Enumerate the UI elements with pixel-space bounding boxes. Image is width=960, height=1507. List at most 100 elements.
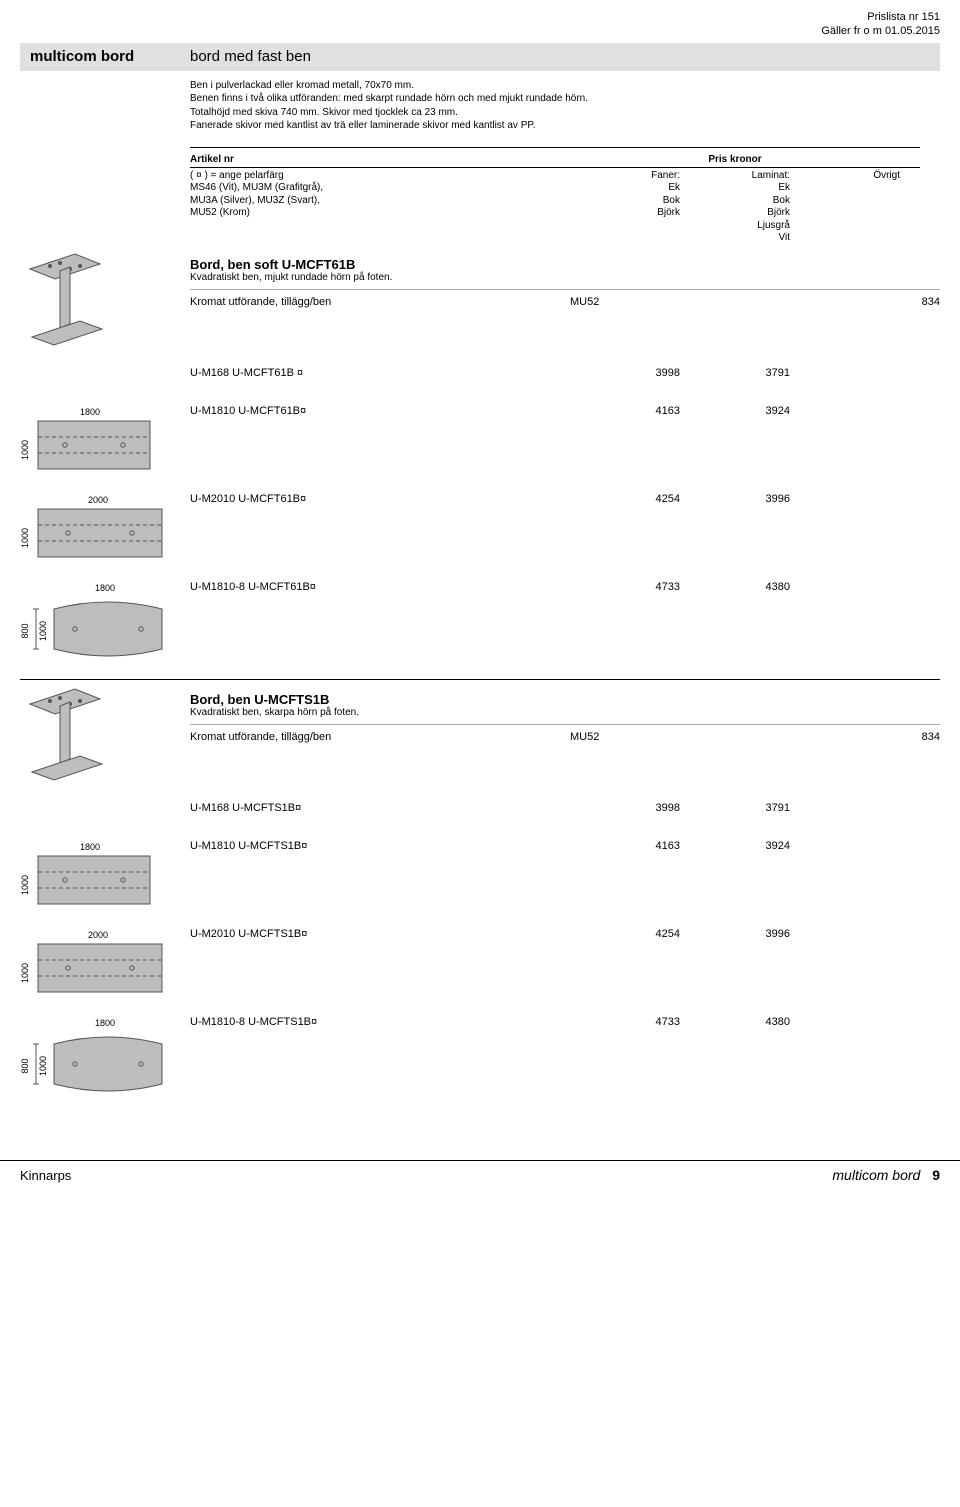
product-row: 1800 1000 U-M1810 U-MCFT61B¤ 4163 3924	[20, 405, 940, 475]
kromat-price: 834	[830, 296, 940, 308]
svg-text:1000: 1000	[38, 1056, 48, 1076]
faner-item: Bok	[570, 195, 680, 208]
laminat-item: Ek	[680, 182, 790, 195]
table-diagram-icon: 1800 800 1000	[20, 1016, 190, 1096]
price-laminat: 3791	[680, 367, 790, 379]
price-faner: 4254	[570, 493, 680, 505]
svg-text:2000: 2000	[88, 495, 108, 505]
product-row: U-M168 U-MCFTS1B¤ 3998 3791	[20, 802, 940, 822]
table-diagram-icon: 2000 1000	[20, 493, 190, 563]
price-faner: 4163	[570, 840, 680, 852]
footer-page: 9	[932, 1167, 940, 1183]
ovrigt-label: Övrigt	[790, 170, 900, 183]
price-faner: 4163	[570, 405, 680, 417]
svg-text:1000: 1000	[20, 440, 30, 460]
section2-title: Bord, ben U-MCFTS1B	[190, 692, 940, 707]
price-faner: 4733	[570, 1016, 680, 1028]
price-laminat: 3924	[680, 405, 790, 417]
header-meta: Prislista nr 151 Gäller fr o m 01.05.201…	[20, 10, 940, 39]
kromat-price: 834	[830, 731, 940, 743]
laminat-label: Laminat:	[680, 170, 790, 183]
price-laminat: 3996	[680, 928, 790, 940]
svg-text:1000: 1000	[20, 875, 30, 895]
svg-text:800: 800	[20, 1058, 30, 1073]
laminat-item: Ljusgrå	[680, 220, 790, 233]
section2-sub: Kvadratiskt ben, skarpa hörn på foten.	[190, 707, 940, 718]
price-faner: 3998	[570, 367, 680, 379]
price-laminat: 3924	[680, 840, 790, 852]
band-right: bord med fast ben	[190, 48, 311, 65]
faner-label: Faner:	[570, 170, 680, 183]
article-code: U-M1810-8 U-MCFT61B¤	[190, 581, 570, 593]
kromat-label: Kromat utförande, tillägg/ben	[190, 296, 570, 308]
description-block: Ben i pulverlackad eller kromad metall, …	[190, 71, 940, 147]
legend-row: ( ¤ ) = ange pelarfärg MS46 (Vit), MU3M …	[20, 170, 940, 245]
product-row: 1800 800 1000 U-M1810-8 U-MCFT61B¤ 4733 …	[20, 581, 940, 661]
column-headers: Artikel nr Pris kronor	[20, 150, 940, 167]
leg-icon	[20, 249, 190, 349]
desc-line: Totalhöjd med skiva 740 mm. Skivor med t…	[190, 106, 940, 120]
product-row: 2000 1000 U-M2010 U-MCFT61B¤ 4254 3996	[20, 493, 940, 563]
article-code: U-M2010 U-MCFT61B¤	[190, 493, 570, 505]
price-faner: 3998	[570, 802, 680, 814]
section1-sub: Kvadratiskt ben, mjukt rundade hörn på f…	[190, 272, 940, 283]
desc-line: Fanerade skivor med kantlist av trä elle…	[190, 119, 940, 133]
prislista-nr: Prislista nr 151	[20, 10, 940, 24]
price-faner: 4254	[570, 928, 680, 940]
product-row: U-M168 U-MCFT61B ¤ 3998 3791	[20, 367, 940, 387]
section1-title: Bord, ben soft U-MCFT61B	[190, 257, 940, 272]
code-line: MU52 (Krom)	[190, 207, 570, 220]
galler-date: Gäller fr o m 01.05.2015	[20, 24, 940, 38]
article-code: U-M168 U-MCFTS1B¤	[190, 802, 570, 814]
laminat-item: Vit	[680, 232, 790, 245]
price-laminat: 4380	[680, 581, 790, 593]
svg-text:800: 800	[20, 623, 30, 638]
article-code: U-M2010 U-MCFTS1B¤	[190, 928, 570, 940]
code-line: MS46 (Vit), MU3M (Grafitgrå),	[190, 182, 570, 195]
code-line: MU3A (Silver), MU3Z (Svart),	[190, 195, 570, 208]
article-code: U-M1810 U-MCFT61B¤	[190, 405, 570, 417]
leg-icon	[20, 684, 190, 784]
col-artikel: Artikel nr	[190, 154, 570, 165]
product-row: 2000 1000 U-M2010 U-MCFTS1B¤ 4254 3996	[20, 928, 940, 998]
svg-text:1000: 1000	[20, 963, 30, 983]
kromat-code: MU52	[570, 731, 650, 743]
desc-line: Benen finns i två olika utföranden: med …	[190, 92, 940, 106]
product-row: 1800 800 1000 U-M1810-8 U-MCFTS1B¤ 4733 …	[20, 1016, 940, 1096]
article-code: U-M168 U-MCFT61B ¤	[190, 367, 570, 379]
svg-text:1800: 1800	[95, 583, 115, 593]
table-diagram-icon: 2000 1000	[20, 928, 190, 998]
price-laminat: 3791	[680, 802, 790, 814]
desc-line: Ben i pulverlackad eller kromad metall, …	[190, 79, 940, 93]
section1-header: Bord, ben soft U-MCFT61B Kvadratiskt ben…	[20, 249, 940, 349]
svg-text:1000: 1000	[38, 621, 48, 641]
price-faner: 4733	[570, 581, 680, 593]
svg-text:1800: 1800	[80, 842, 100, 852]
footer-brand: Kinnarps	[20, 1168, 71, 1183]
article-code: U-M1810-8 U-MCFTS1B¤	[190, 1016, 570, 1028]
section-divider	[20, 679, 940, 680]
svg-text:1000: 1000	[20, 528, 30, 548]
pelarfarg-label: ( ¤ ) = ange pelarfärg	[190, 170, 570, 183]
footer-title: multicom bord	[832, 1167, 920, 1183]
title-band: multicom bord bord med fast ben	[20, 43, 940, 71]
svg-text:2000: 2000	[88, 930, 108, 940]
table-diagram-icon: 1800 800 1000	[20, 581, 190, 661]
faner-item: Björk	[570, 207, 680, 220]
laminat-item: Björk	[680, 207, 790, 220]
table-diagram-icon: 1800 1000	[20, 840, 190, 910]
price-laminat: 3996	[680, 493, 790, 505]
band-left: multicom bord	[30, 48, 190, 65]
table-diagram-icon: 1800 1000	[20, 405, 190, 475]
faner-item: Ek	[570, 182, 680, 195]
page-footer: Kinnarps multicom bord 9	[0, 1161, 960, 1189]
col-pris: Pris kronor	[680, 154, 790, 165]
product-row: 1800 1000 U-M1810 U-MCFTS1B¤ 4163 3924	[20, 840, 940, 910]
laminat-item: Bok	[680, 195, 790, 208]
price-laminat: 4380	[680, 1016, 790, 1028]
section2-header: Bord, ben U-MCFTS1B Kvadratiskt ben, ska…	[20, 684, 940, 784]
svg-text:1800: 1800	[95, 1018, 115, 1028]
kromat-code: MU52	[570, 296, 650, 308]
kromat-label: Kromat utförande, tillägg/ben	[190, 731, 570, 743]
article-code: U-M1810 U-MCFTS1B¤	[190, 840, 570, 852]
